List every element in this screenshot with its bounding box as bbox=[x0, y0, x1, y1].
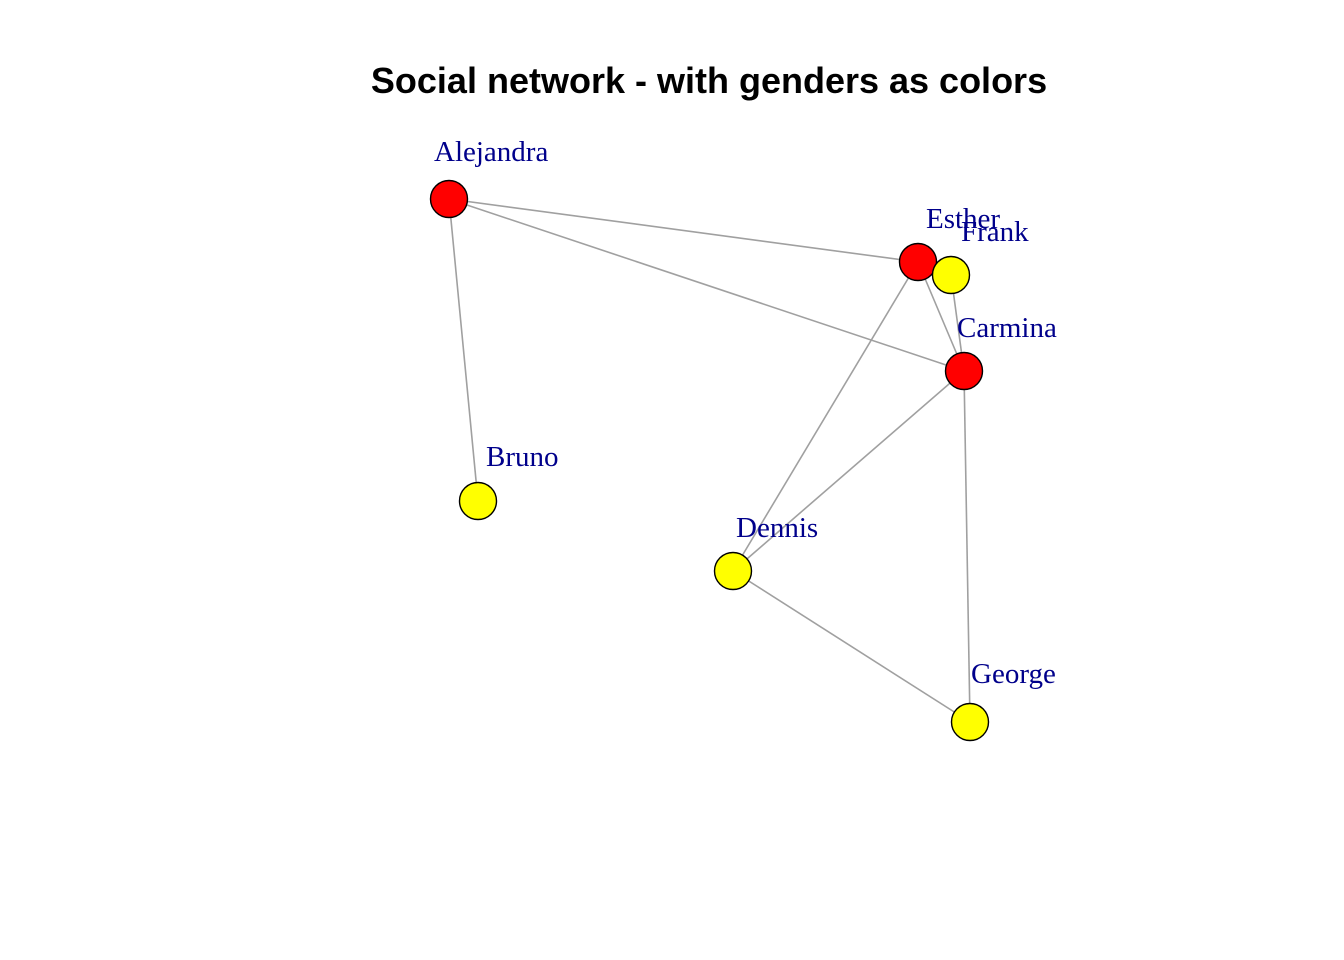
edge-alejandra-esther bbox=[448, 198, 919, 263]
edge-carmina-george bbox=[963, 370, 971, 723]
node-label-bruno: Bruno bbox=[486, 441, 559, 473]
edge-esther-carmina bbox=[917, 261, 965, 372]
node-carmina bbox=[944, 351, 984, 391]
node-label-george: George bbox=[971, 658, 1056, 690]
node-esther bbox=[898, 242, 938, 282]
node-label-frank: Frank bbox=[961, 216, 1029, 248]
nodes-layer bbox=[429, 179, 990, 742]
edge-alejandra-bruno bbox=[448, 198, 479, 502]
edge-esther-dennis bbox=[732, 261, 919, 572]
node-label-dennis: Dennis bbox=[736, 512, 818, 544]
node-dennis bbox=[713, 551, 753, 591]
node-alejandra bbox=[429, 179, 469, 219]
node-label-alejandra: Alejandra bbox=[434, 136, 548, 168]
edge-carmina-dennis bbox=[732, 370, 965, 572]
diagram-title: Social network - with genders as colors bbox=[371, 60, 1047, 101]
node-bruno bbox=[458, 481, 498, 521]
node-label-esther: Esther bbox=[926, 203, 1000, 235]
node-label-carmina: Carmina bbox=[957, 312, 1057, 344]
node-frank bbox=[931, 255, 971, 295]
edge-alejandra-carmina bbox=[448, 198, 965, 372]
edge-dennis-george bbox=[732, 570, 971, 723]
node-george bbox=[950, 702, 990, 742]
